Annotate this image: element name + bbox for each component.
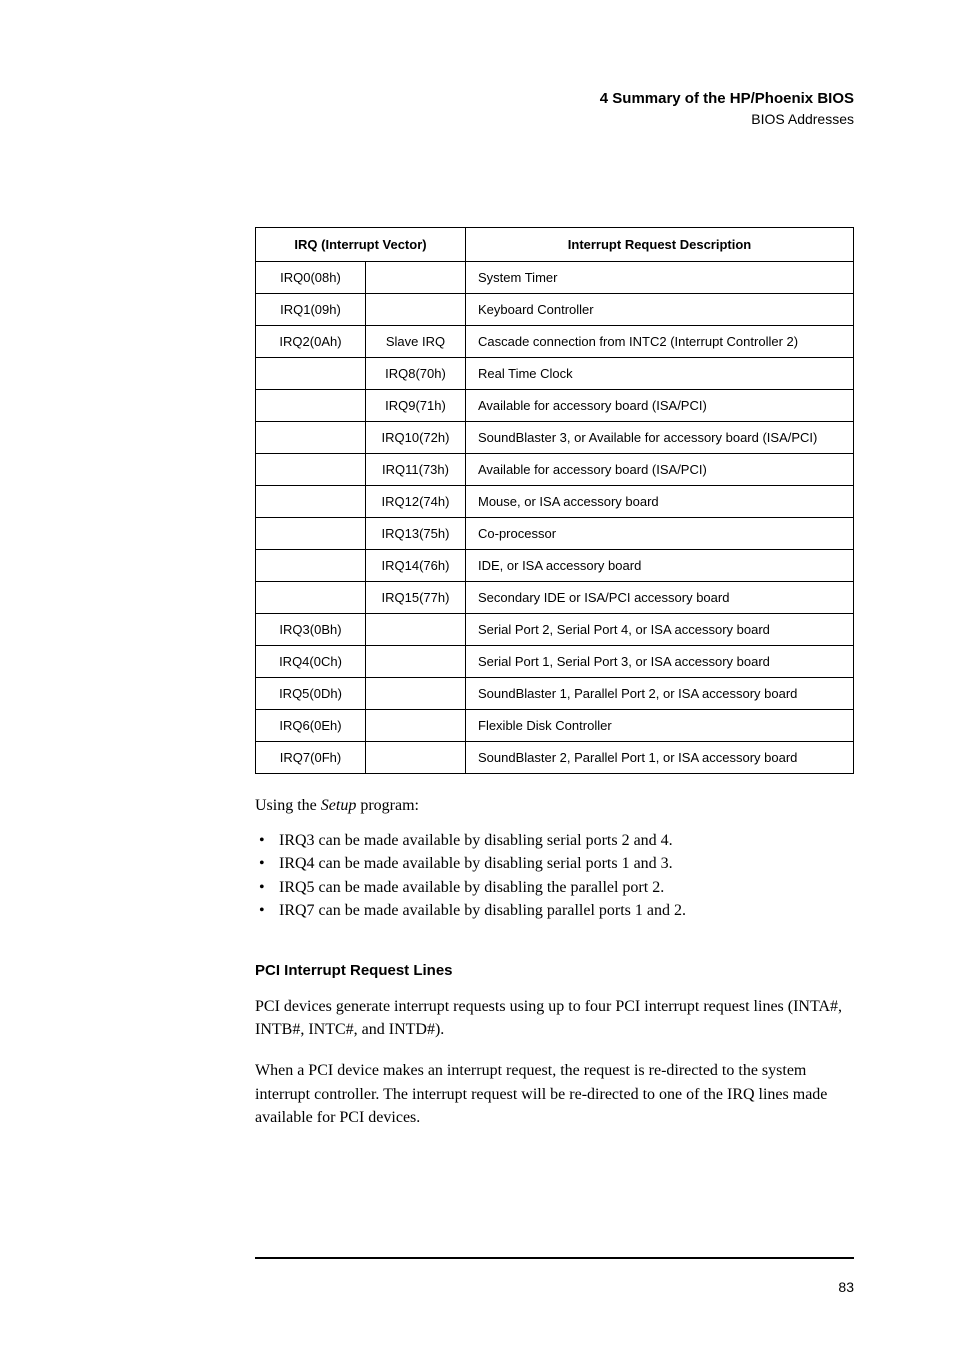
th-irq-vector: IRQ (Interrupt Vector) [256,228,466,262]
cell-description: SoundBlaster 1, Parallel Port 2, or ISA … [466,678,854,710]
irq-table: IRQ (Interrupt Vector) Interrupt Request… [255,227,854,774]
cell-irq-primary: IRQ6(0Eh) [256,710,366,742]
cell-irq-primary [256,582,366,614]
cell-description: Cascade connection from INTC2 (Interrupt… [466,326,854,358]
cell-irq-slave: IRQ10(72h) [366,422,466,454]
section-p2: When a PCI device makes an interrupt req… [255,1059,854,1129]
cell-description: Mouse, or ISA accessory board [466,486,854,518]
table-row: IRQ10(72h)SoundBlaster 3, or Available f… [256,422,854,454]
cell-irq-slave [366,678,466,710]
cell-irq-primary [256,422,366,454]
cell-irq-primary [256,550,366,582]
th-description: Interrupt Request Description [466,228,854,262]
bullet-list: IRQ3 can be made available by disabling … [255,829,854,922]
table-row: IRQ5(0Dh) SoundBlaster 1, Parallel Port 2… [256,678,854,710]
cell-irq-primary: IRQ3(0Bh) [256,614,366,646]
cell-description: Available for accessory board (ISA/PCI) [466,454,854,486]
cell-irq-primary: IRQ0(08h) [256,262,366,294]
cell-irq-primary [256,518,366,550]
cell-irq-primary: IRQ2(0Ah) [256,326,366,358]
list-item: IRQ3 can be made available by disabling … [255,829,854,852]
table-row: IRQ8(70h)Real Time Clock [256,358,854,390]
table-row: IRQ7(0Fh) SoundBlaster 2, Parallel Port 1… [256,742,854,774]
section-p1: PCI devices generate interrupt requests … [255,995,854,1041]
list-item: IRQ7 can be made available by disabling … [255,899,854,922]
section-heading: PCI Interrupt Request Lines [255,962,854,979]
table-row: IRQ1(09h) Keyboard Controller [256,294,854,326]
cell-irq-slave: IRQ12(74h) [366,486,466,518]
header-subtitle: BIOS Addresses [100,111,854,127]
cell-irq-slave [366,742,466,774]
cell-irq-primary [256,390,366,422]
table-row: IRQ15(77h)Secondary IDE or ISA/PCI acces… [256,582,854,614]
intro-italic: Setup [321,797,357,814]
cell-description: Available for accessory board (ISA/PCI) [466,390,854,422]
cell-irq-slave: IRQ8(70h) [366,358,466,390]
cell-irq-primary [256,358,366,390]
cell-description: SoundBlaster 2, Parallel Port 1, or ISA … [466,742,854,774]
cell-irq-primary: IRQ4(0Ch) [256,646,366,678]
cell-description: Serial Port 2, Serial Port 4, or ISA acc… [466,614,854,646]
intro-text: Using the Setup program: [255,794,854,817]
table-row: IRQ12(74h)Mouse, or ISA accessory board [256,486,854,518]
header-title: 4 Summary of the HP/Phoenix BIOS [100,90,854,107]
table-row: IRQ11(73h)Available for accessory board … [256,454,854,486]
cell-irq-slave [366,262,466,294]
cell-irq-slave: IRQ9(71h) [366,390,466,422]
cell-description: SoundBlaster 3, or Available for accesso… [466,422,854,454]
list-item: IRQ4 can be made available by disabling … [255,852,854,875]
table-header-row: IRQ (Interrupt Vector) Interrupt Request… [256,228,854,262]
cell-description: Co-processor [466,518,854,550]
cell-irq-primary [256,454,366,486]
cell-description: IDE, or ISA accessory board [466,550,854,582]
cell-irq-primary [256,486,366,518]
cell-irq-slave [366,614,466,646]
cell-irq-slave: IRQ14(76h) [366,550,466,582]
cell-description: Secondary IDE or ISA/PCI accessory board [466,582,854,614]
table-row: IRQ9(71h)Available for accessory board (… [256,390,854,422]
cell-irq-primary: IRQ1(09h) [256,294,366,326]
list-item: IRQ5 can be made available by disabling … [255,876,854,899]
cell-irq-slave [366,646,466,678]
cell-description: Real Time Clock [466,358,854,390]
table-row: IRQ13(75h)Co-processor [256,518,854,550]
cell-irq-primary: IRQ5(0Dh) [256,678,366,710]
table-row: IRQ14(76h)IDE, or ISA accessory board [256,550,854,582]
cell-description: Serial Port 1, Serial Port 3, or ISA acc… [466,646,854,678]
cell-description: Flexible Disk Controller [466,710,854,742]
cell-irq-slave [366,710,466,742]
page-number: 83 [838,1279,854,1295]
main-content: IRQ (Interrupt Vector) Interrupt Request… [255,227,854,1129]
page-header: 4 Summary of the HP/Phoenix BIOS BIOS Ad… [100,90,854,127]
table-row: IRQ4(0Ch) Serial Port 1, Serial Port 3, o… [256,646,854,678]
intro-prefix: Using the [255,797,321,814]
table-row: IRQ6(0Eh) Flexible Disk Controller [256,710,854,742]
table-row: IRQ3(0Bh) Serial Port 2, Serial Port 4, o… [256,614,854,646]
table-row: IRQ2(0Ah)Slave IRQCascade connection fro… [256,326,854,358]
cell-irq-slave: IRQ11(73h) [366,454,466,486]
cell-irq-slave: Slave IRQ [366,326,466,358]
cell-description: Keyboard Controller [466,294,854,326]
cell-irq-slave: IRQ13(75h) [366,518,466,550]
cell-description: System Timer [466,262,854,294]
cell-irq-slave: IRQ15(77h) [366,582,466,614]
cell-irq-primary: IRQ7(0Fh) [256,742,366,774]
footer-rule [255,1257,854,1259]
cell-irq-slave [366,294,466,326]
table-row: IRQ0(08h) System Timer [256,262,854,294]
intro-suffix: program: [356,797,419,814]
